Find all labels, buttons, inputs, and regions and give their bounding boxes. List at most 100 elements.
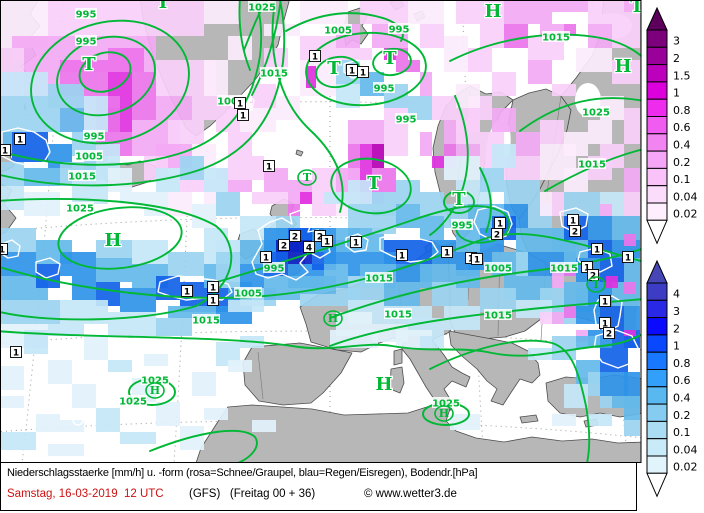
rain-scale-arrow-up	[646, 259, 668, 284]
precip-cell	[600, 204, 612, 216]
low-pressure-marker: T	[327, 58, 341, 79]
rain-scale-tick-label: 0.8	[673, 357, 691, 370]
precip-cell	[192, 96, 216, 120]
low-pressure-marker: T	[367, 173, 381, 194]
precip-label-box	[278, 239, 290, 251]
precip-label-value: 2	[317, 232, 323, 242]
snow-scale-tick-label: 3	[673, 35, 680, 48]
snow-scale-cell	[646, 202, 668, 221]
pressure-label: 1015	[68, 172, 96, 183]
precip-cell	[36, 414, 60, 432]
precip-label-value: 1	[602, 297, 608, 307]
precipitation-layer	[1, 1, 640, 456]
pressure-label: 1025	[66, 204, 94, 215]
precip-cell	[540, 192, 552, 216]
snow-scale-cell	[646, 133, 668, 152]
precip-cell	[48, 324, 84, 336]
precip-label-value: 2	[606, 329, 612, 339]
precip-cell	[120, 432, 156, 444]
pressure-label: 995	[396, 115, 417, 126]
precip-label-value: 1	[468, 254, 474, 264]
precip-label-value: 2	[590, 271, 596, 281]
caption-info-row: Samstag, 16-03-2019 12 UTC (GFS) (Freita…	[1, 488, 636, 508]
precip-cell	[552, 336, 576, 360]
snow-scale-tick-label: 0.8	[673, 104, 691, 117]
precip-cell	[144, 354, 168, 366]
precip-cell	[624, 396, 640, 420]
precip-cell	[360, 1, 408, 24]
rain-scale-cell	[646, 403, 668, 422]
precip-label-box	[289, 230, 301, 242]
caption-title: Niederschlagsstaerke [mm/h] u. -form (ro…	[7, 467, 478, 479]
precip-cell	[456, 84, 480, 108]
pressure-label-bg	[324, 24, 352, 35]
rain-scale-cell	[646, 317, 668, 336]
precip-cell	[432, 96, 456, 120]
crete	[519, 414, 539, 424]
precip-label-box	[357, 66, 369, 78]
precip-cell	[1, 366, 24, 390]
rain-scale-tick-label: 2	[673, 322, 680, 335]
precip-cell	[612, 24, 640, 48]
snow-scale-cell	[646, 116, 668, 135]
precip-label-box	[207, 294, 219, 306]
precip-label-box	[263, 160, 275, 172]
rain-scale-tick-label: 4	[673, 288, 680, 301]
rain-scale-tick-label: 0.2	[673, 409, 691, 422]
pressure-label: 1015	[192, 316, 220, 327]
rain-scale-cell	[646, 455, 668, 474]
rain-scale-tick-label: 0.4	[673, 392, 691, 405]
precip-cell	[348, 180, 372, 204]
precip-cell	[528, 60, 552, 84]
precip-cell	[156, 402, 180, 426]
pressure-label-bg	[484, 262, 512, 273]
snow-scale-cell	[646, 29, 668, 48]
precip-cell	[606, 276, 618, 288]
precip-label-value: 1	[602, 319, 608, 329]
precip-cell	[228, 360, 252, 372]
high-pressure-marker: H	[150, 384, 160, 397]
rain-scale-arrow-down	[646, 472, 668, 498]
precip-cell	[624, 108, 640, 144]
precip-cell	[228, 300, 264, 312]
precip-cell	[1, 96, 60, 132]
precip-label-value: 1	[625, 253, 631, 263]
precip-cell	[588, 414, 612, 426]
precip-label-box	[303, 241, 315, 253]
precip-label-value: 1	[497, 219, 503, 229]
precip-cell	[564, 192, 600, 216]
snow-scale-tick-label: 0.04	[673, 190, 698, 203]
precip-cell	[96, 240, 132, 258]
rain-scale-tick-label: 3	[673, 305, 680, 318]
precip-label-box	[237, 109, 249, 121]
precip-label-value: 2	[572, 227, 578, 237]
precip-cell	[588, 216, 612, 240]
precip-cell	[360, 144, 372, 168]
pressure-label: 1005	[234, 289, 262, 300]
precip-label-box	[10, 346, 22, 358]
high-pressure-marker: H	[375, 374, 392, 395]
pressure-label-bg	[432, 397, 460, 408]
low-pressure-marker: T	[592, 278, 601, 291]
precip-label-box	[260, 251, 272, 263]
pressure-label-bg	[192, 314, 220, 325]
precip-cell	[444, 156, 480, 180]
precip-cell	[108, 360, 132, 372]
precip-label-value: 1	[399, 251, 405, 261]
precip-cell	[1, 396, 24, 408]
sardinia	[389, 366, 405, 394]
high-pressure-marker: H	[439, 407, 449, 420]
precip-label-box	[321, 235, 333, 247]
pressure-label-bg	[260, 67, 288, 78]
precip-cell	[624, 192, 640, 216]
pressure-label: 1015	[550, 264, 578, 275]
precip-label-value: 1	[584, 263, 590, 273]
precip-label-value: 2	[292, 232, 298, 242]
pressure-label-bg	[234, 287, 262, 298]
precip-label-value: 1	[312, 52, 318, 62]
precip-cell	[48, 444, 84, 456]
snow-scale-cell	[646, 167, 668, 187]
pressure-label-bg	[68, 170, 96, 181]
precip-cell	[1, 432, 36, 450]
north-africa	[195, 399, 641, 462]
